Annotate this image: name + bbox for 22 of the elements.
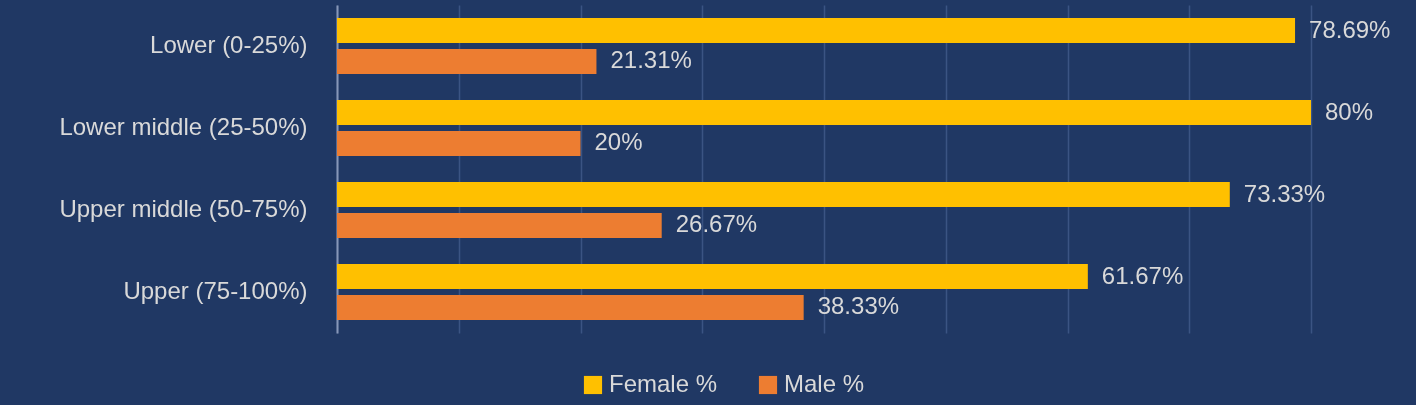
legend-label: Male % — [784, 370, 865, 397]
data-label: 78.69% — [1309, 15, 1391, 43]
data-label: 26.67% — [675, 210, 758, 238]
data-label: 20% — [594, 128, 643, 156]
bar — [337, 49, 597, 74]
y-tick-label: Upper (75-100%) — [123, 277, 308, 304]
data-label: 21.31% — [610, 46, 692, 74]
bar — [337, 131, 581, 156]
data-label: 61.67% — [1101, 261, 1184, 289]
bar — [337, 264, 1088, 289]
bar — [337, 295, 804, 320]
y-tick-label: Upper middle (50-75%) — [59, 195, 308, 222]
data-label: 38.33% — [817, 292, 900, 320]
data-label: 73.33% — [1243, 179, 1326, 207]
bar — [337, 18, 1296, 43]
bar — [337, 100, 1311, 125]
bar — [337, 182, 1230, 207]
y-tick-label: Lower middle (25-50%) — [59, 113, 308, 140]
bar — [337, 213, 662, 238]
legend-label: Female % — [609, 370, 718, 397]
y-tick-label: Lower (0-25%) — [150, 31, 308, 58]
data-label: 80% — [1325, 97, 1374, 125]
